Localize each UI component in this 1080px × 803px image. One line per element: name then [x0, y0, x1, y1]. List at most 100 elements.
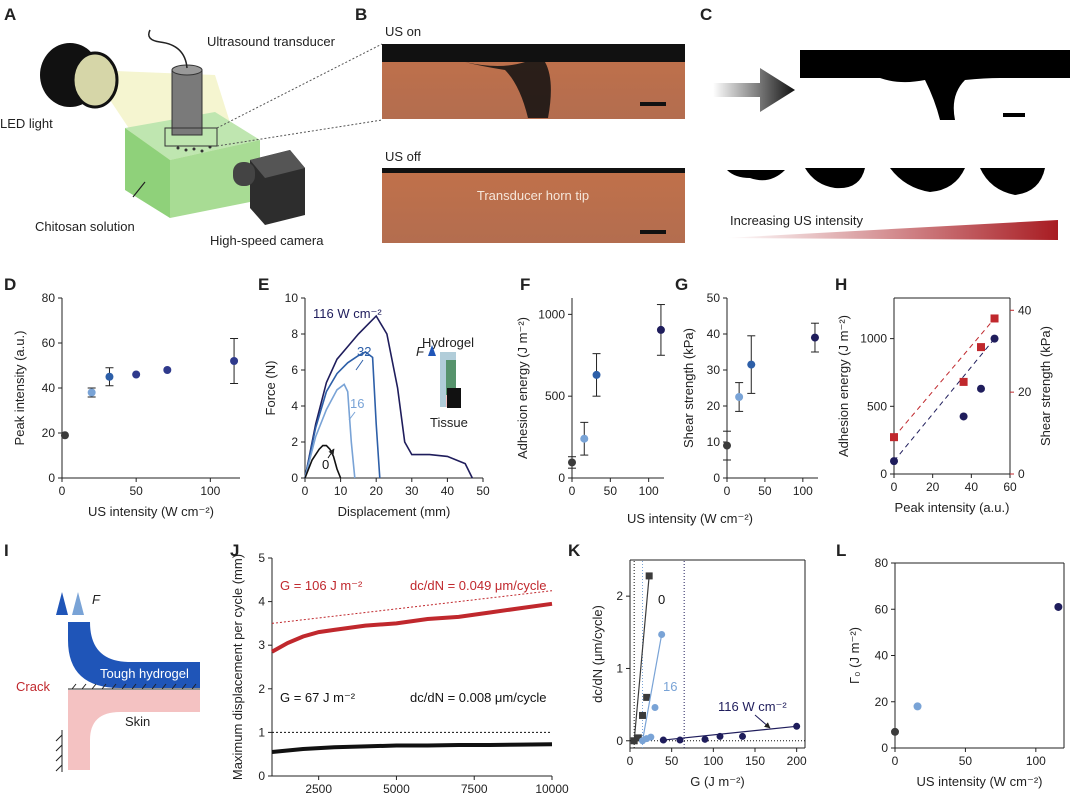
- data-point: [651, 704, 659, 712]
- fit-line: [633, 575, 650, 741]
- label-us-on: US on: [385, 24, 421, 39]
- data-point: [716, 732, 724, 740]
- scale-bar: [640, 230, 666, 234]
- y-tick-label: 1000: [538, 307, 565, 321]
- series-label: 32: [357, 344, 371, 359]
- x-tick-label: 100: [703, 754, 723, 768]
- x-tick-label: 40: [441, 484, 455, 498]
- bubble: [192, 147, 196, 151]
- label-us-off: US off: [385, 149, 421, 164]
- y-axis-label: Γ₀ (J m⁻²): [847, 627, 862, 684]
- series-label: 116 W cm⁻²: [313, 306, 382, 321]
- binary-thumb-4: [980, 168, 1045, 195]
- bubble: [176, 146, 180, 150]
- data-point: [634, 734, 642, 742]
- label-led: LED light: [0, 116, 53, 131]
- y2-tick-label: 40: [1018, 303, 1032, 317]
- series-label: 116 W cm⁻²: [718, 699, 787, 714]
- panel-letter-h: H: [835, 275, 847, 294]
- x-tick-label: 100: [793, 484, 813, 498]
- panel-letter-g: G: [675, 275, 688, 294]
- y-axis-label: Shear strength (kPa): [681, 328, 696, 448]
- y-tick-label: 60: [42, 336, 56, 350]
- data-point: [701, 735, 709, 743]
- data-point-adhesion: [977, 384, 985, 393]
- fit-line: [271, 590, 553, 624]
- inset-force-label: F: [416, 344, 425, 359]
- binary-thumb-1: [727, 170, 785, 181]
- y-tick-label: 2: [616, 589, 623, 603]
- label-force: F: [92, 592, 101, 607]
- y-tick-label: 10: [285, 291, 299, 305]
- binary-thumb-3: [890, 168, 965, 192]
- label-horn-tip: Transducer horn tip: [477, 188, 589, 203]
- y-axis-label: dc/dN (μm/cycle): [590, 605, 605, 703]
- x-tick-label: 200: [787, 754, 807, 768]
- series-label: 0: [658, 592, 665, 607]
- data-point-adhesion: [959, 412, 968, 421]
- data-point: [735, 393, 744, 401]
- zoom-box: [164, 127, 218, 147]
- panel-letter-k: K: [568, 541, 581, 560]
- annotation-arrow: [754, 714, 771, 729]
- force-arrow-icon: [428, 345, 436, 356]
- series-line: [304, 314, 474, 479]
- y-tick-label: 40: [875, 649, 889, 663]
- camera-lens: [233, 162, 255, 186]
- data-point: [639, 711, 646, 719]
- x-tick-label: 40: [965, 480, 979, 494]
- panel-letter-e: E: [258, 275, 269, 294]
- series-label: G = 106 J m⁻²: [280, 578, 363, 593]
- y-tick-label: 6: [291, 363, 298, 377]
- label-transducer: Ultrasound transducer: [207, 34, 336, 49]
- data-point-shear: [959, 377, 968, 386]
- y-tick-label: 0: [558, 471, 565, 485]
- y-tick-label: 0: [258, 769, 265, 783]
- fit-line: [663, 725, 797, 741]
- annotation-arrow: [348, 411, 356, 421]
- trend-line-shear: [893, 318, 995, 438]
- x-tick-label: 50: [665, 754, 679, 768]
- inset-adhesive: [446, 360, 456, 395]
- data-point: [656, 325, 665, 334]
- label-increasing-us: Increasing US intensity: [730, 213, 863, 228]
- series-label: 16: [663, 679, 677, 694]
- data-point-shear: [990, 314, 999, 323]
- y-tick-label: 40: [707, 327, 721, 341]
- x-tick-label: 20: [370, 484, 384, 498]
- x-tick-label: 0: [724, 484, 731, 498]
- y-axis-label: Maximum displacement per cycle (mm): [230, 554, 245, 780]
- y-tick-label: 0: [291, 471, 298, 485]
- y-tick-label: 5: [258, 551, 265, 565]
- x-tick-label: 50: [604, 484, 618, 498]
- y-tick-label: 40: [42, 381, 56, 395]
- force-arrow-icon: [56, 592, 68, 615]
- inset-clamp: [447, 388, 461, 408]
- data-point: [105, 372, 114, 381]
- y-tick-label: 0: [881, 741, 888, 755]
- label-chitosan: Chitosan solution: [35, 219, 135, 234]
- y-tick-label: 10: [707, 435, 721, 449]
- y-tick-label: 20: [42, 426, 56, 440]
- panel-i-schematic: F Tough hydrogel Crack Skin: [16, 592, 200, 772]
- annotation-arrow: [327, 448, 335, 459]
- chart-d: 0 50 100 0 20 40 60 80 US intensity (W cm⁻²) Peak…: [12, 291, 240, 519]
- y2-axis-label: Shear strength (kPa): [1038, 326, 1053, 446]
- fit-line: [641, 634, 663, 741]
- x-axis-label: G (J m⁻²): [690, 774, 745, 789]
- transducer-cable: [148, 29, 188, 69]
- bubble: [208, 145, 212, 149]
- panel-c-images: Increasing US intensity: [713, 50, 1070, 240]
- y-tick-label: 1: [616, 661, 623, 675]
- x-tick-label: 5000: [383, 782, 410, 796]
- box-top: [125, 112, 260, 160]
- x-tick-label: 100: [639, 484, 659, 498]
- series-line: [271, 601, 553, 654]
- data-point: [647, 733, 655, 741]
- x-axis-label: US intensity (W cm⁻²): [627, 511, 753, 526]
- scale-bar: [640, 102, 666, 106]
- y-tick-label: 20: [875, 695, 889, 709]
